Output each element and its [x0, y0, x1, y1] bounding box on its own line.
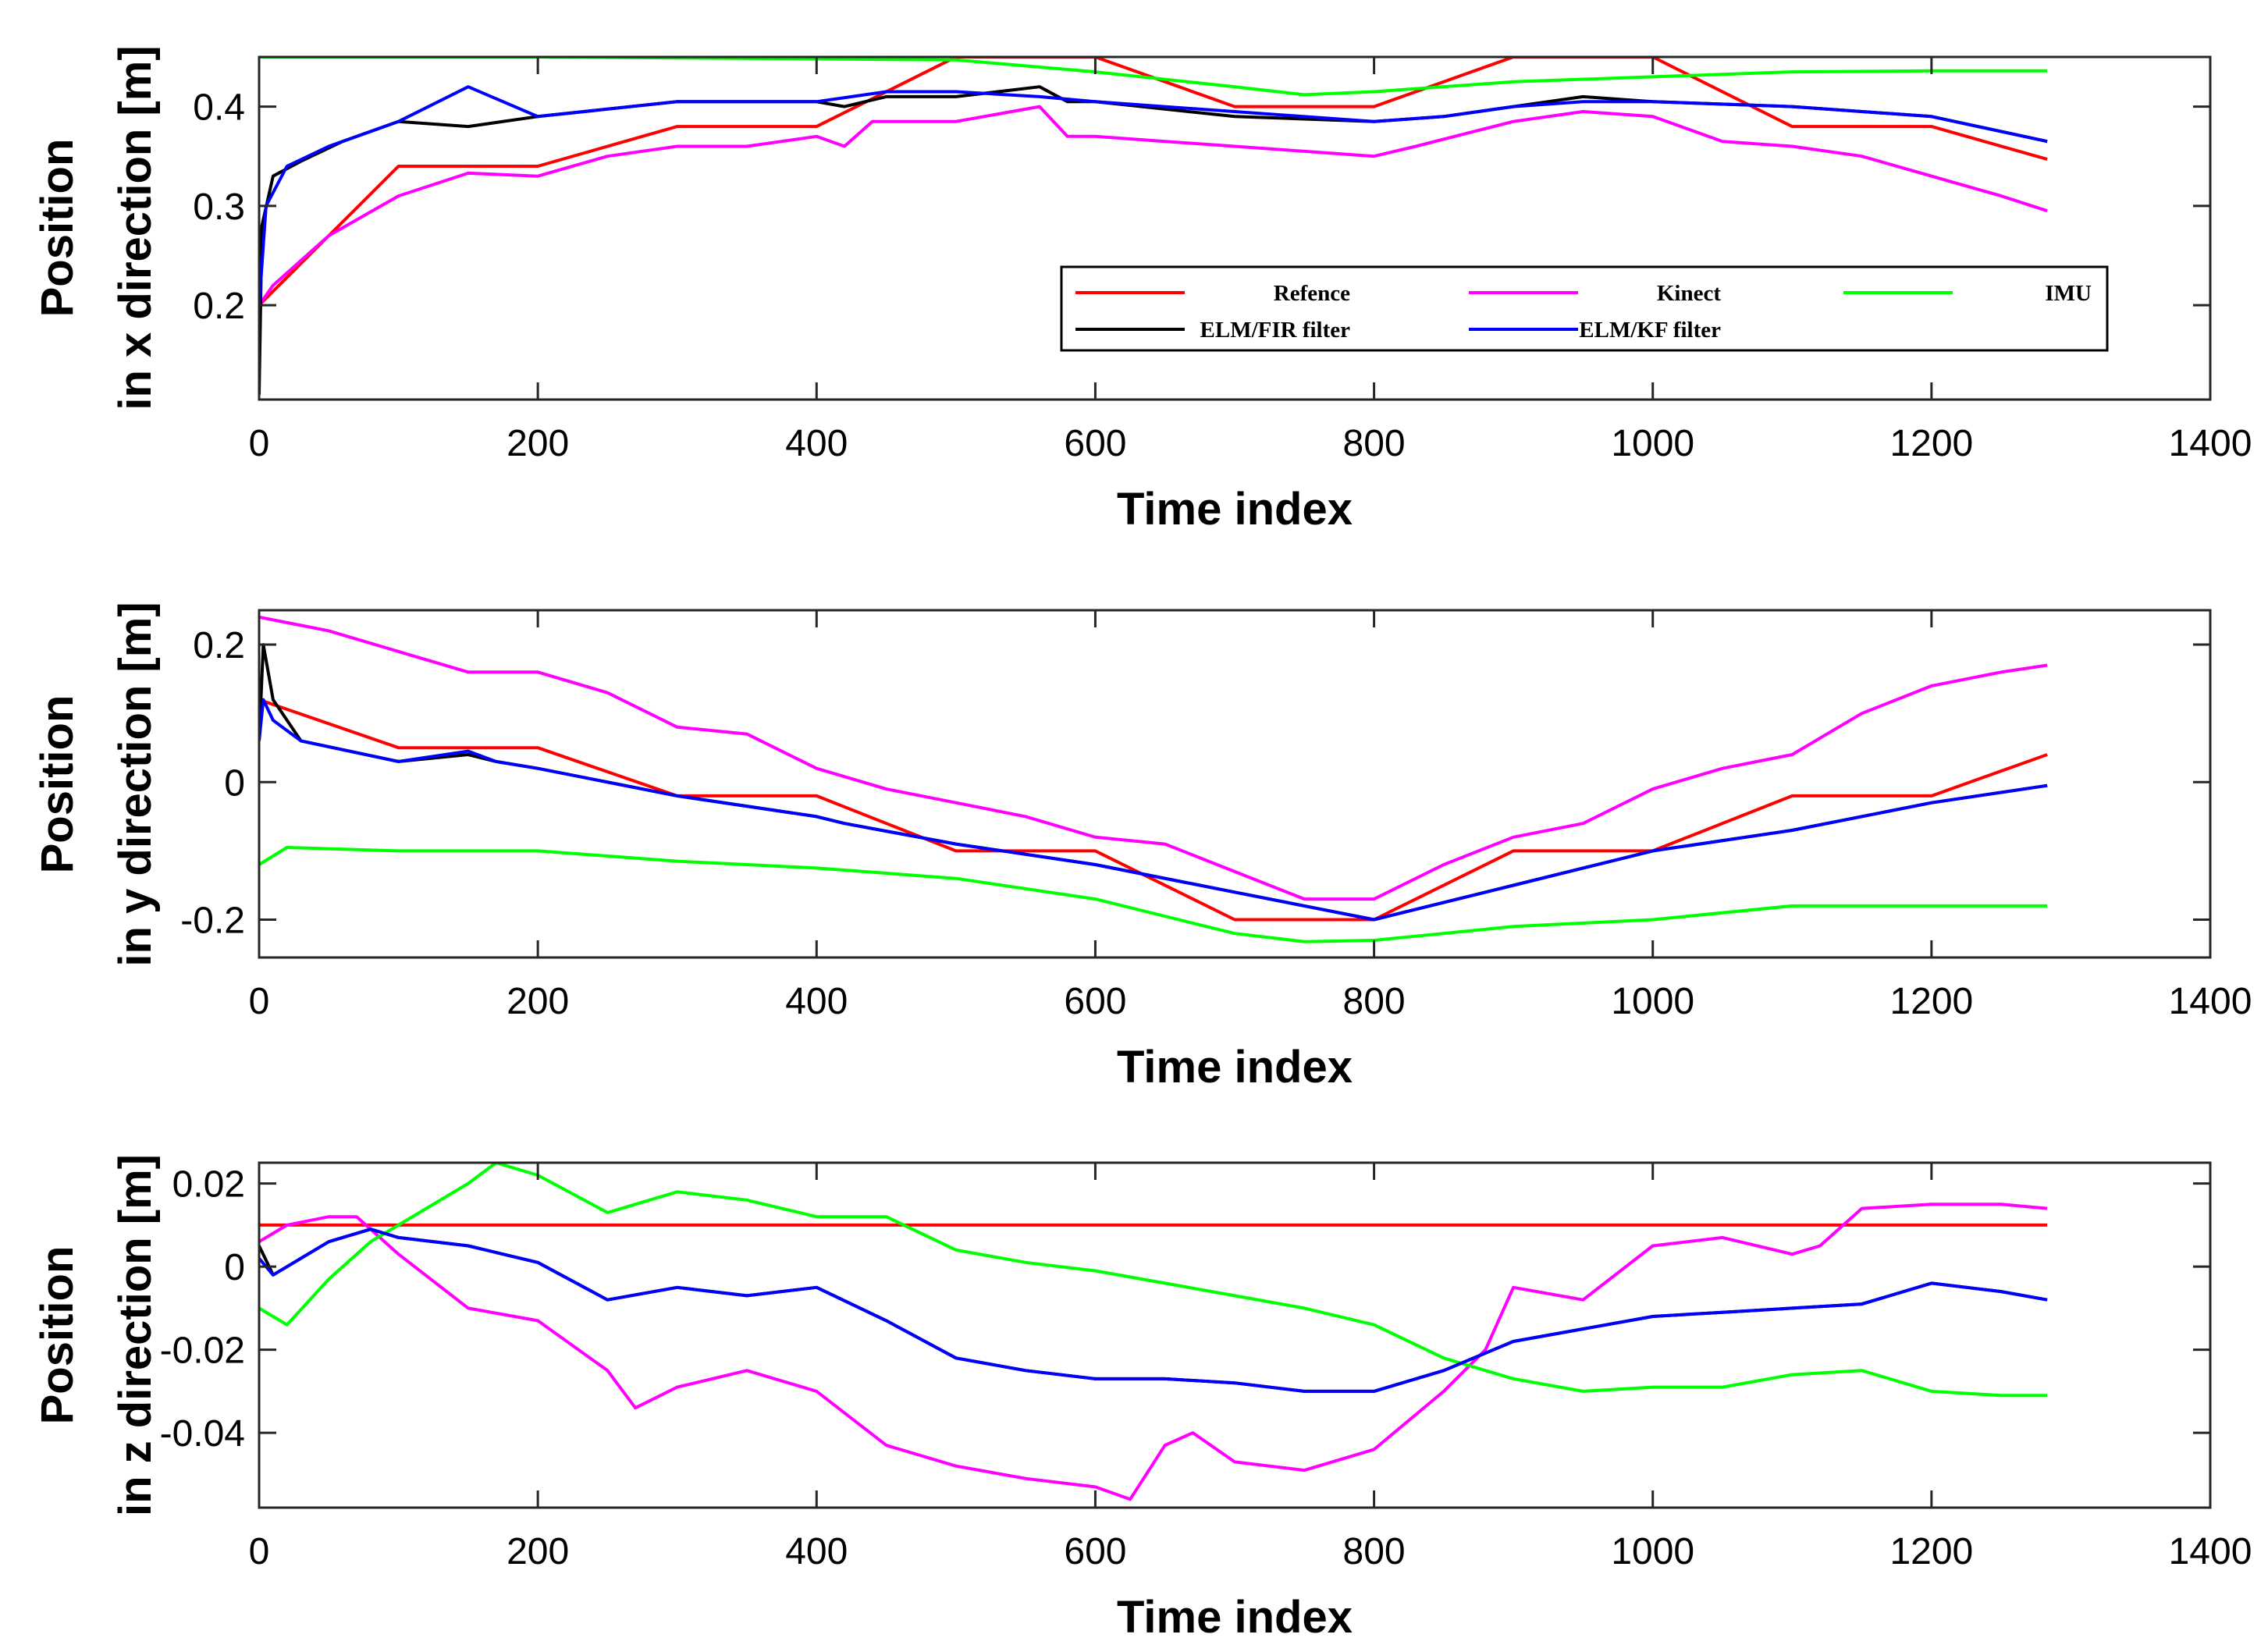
y-tick-label: 0.4	[193, 87, 245, 129]
y-tick-label: 0.2	[193, 625, 245, 666]
panel-1: 0 200 400 600 800 1000 1200 1400 0.2 0.3 0.4 Time i…	[32, 45, 2252, 535]
x-tick-label: 1000	[1611, 423, 1694, 464]
y-tick-label: 0	[224, 762, 245, 804]
x-tick-label: 1200	[1889, 1531, 1973, 1572]
x-tick-label: 200	[507, 981, 569, 1022]
y-tick-label: 0.02	[172, 1164, 245, 1206]
series-kinect	[259, 615, 2048, 901]
legend: Refence Kinect IMU ELM/FIR filter ELM/KF fil…	[1060, 265, 2109, 352]
series-kinect	[259, 105, 2048, 307]
y-tick-label: 0.3	[193, 187, 245, 228]
axes-box	[258, 1161, 2212, 1509]
axes-box	[258, 609, 2212, 959]
x-tick-label: 0	[249, 981, 270, 1022]
y-tick-label: -0.04	[160, 1413, 245, 1455]
x-tick-label: 800	[1343, 423, 1406, 464]
x-tick-label: 400	[785, 1531, 848, 1572]
series-refence	[259, 57, 2048, 307]
y-axis-label-line2: in y direction [m]	[110, 602, 161, 966]
y-axis-label-line1: Position	[32, 139, 83, 318]
x-tick-label: 0	[249, 423, 270, 464]
y-axis-label-line1: Position	[32, 695, 83, 874]
series-imu	[259, 57, 2048, 97]
x-axis-label: Time index	[1117, 484, 1353, 535]
legend-label: ELM/FIR filter	[1200, 318, 1351, 343]
legend-label: ELM/KF filter	[1579, 318, 1721, 343]
x-tick-label: 800	[1343, 1531, 1406, 1572]
series-elm-kf-filter	[259, 698, 2048, 922]
axes-box	[258, 55, 2212, 401]
x-tick-label: 200	[507, 1531, 569, 1572]
y-axis-label-line1: Position	[32, 1246, 83, 1425]
x-tick-label: 1000	[1611, 981, 1694, 1022]
legend-box	[1060, 265, 2109, 352]
series-kinect	[259, 1203, 2048, 1501]
series-imu	[259, 846, 2048, 943]
y-axis-label-line2: in z direction [m]	[110, 1154, 161, 1516]
legend-label: IMU	[2045, 281, 2092, 306]
y-tick-label: 0.2	[193, 286, 245, 327]
legend-label: Kinect	[1657, 281, 1721, 306]
x-tick-label: 600	[1064, 1531, 1126, 1572]
x-tick-label: 400	[785, 981, 848, 1022]
y-axis-label-line2: in x direction [m]	[110, 45, 161, 410]
x-tick-label: 1400	[2169, 981, 2252, 1022]
series-refence	[259, 698, 2048, 922]
legend-label: Refence	[1274, 281, 1350, 306]
series-elm-kf-filter	[259, 85, 2048, 306]
x-axis-label: Time index	[1117, 1042, 1353, 1092]
y-tick-label: -0.02	[160, 1330, 245, 1372]
series-group	[259, 615, 2048, 943]
x-tick-label: 600	[1064, 423, 1126, 464]
x-tick-label: 1200	[1889, 981, 1973, 1022]
x-tick-label: 1400	[2169, 423, 2252, 464]
series-elm-kf-filter	[259, 1227, 2048, 1393]
x-tick-label: 600	[1064, 981, 1126, 1022]
x-tick-label: 1200	[1889, 423, 1973, 464]
series-group	[259, 1163, 2048, 1501]
x-tick-label: 400	[785, 423, 848, 464]
x-tick-label: 1400	[2169, 1531, 2252, 1572]
x-tick-label: 0	[249, 1531, 270, 1572]
y-tick-label: -0.2	[180, 901, 245, 942]
panel-3: 0 200 400 600 800 1000 1200 1400 -0.04 -0.02 0 0.02…	[32, 1154, 2252, 1643]
x-tick-label: 800	[1343, 981, 1406, 1022]
x-tick-label: 1000	[1611, 1531, 1694, 1572]
x-axis-label: Time index	[1117, 1592, 1353, 1643]
x-tick-label: 200	[507, 423, 569, 464]
y-tick-label: 0	[224, 1247, 245, 1288]
series-imu	[259, 1163, 2048, 1398]
